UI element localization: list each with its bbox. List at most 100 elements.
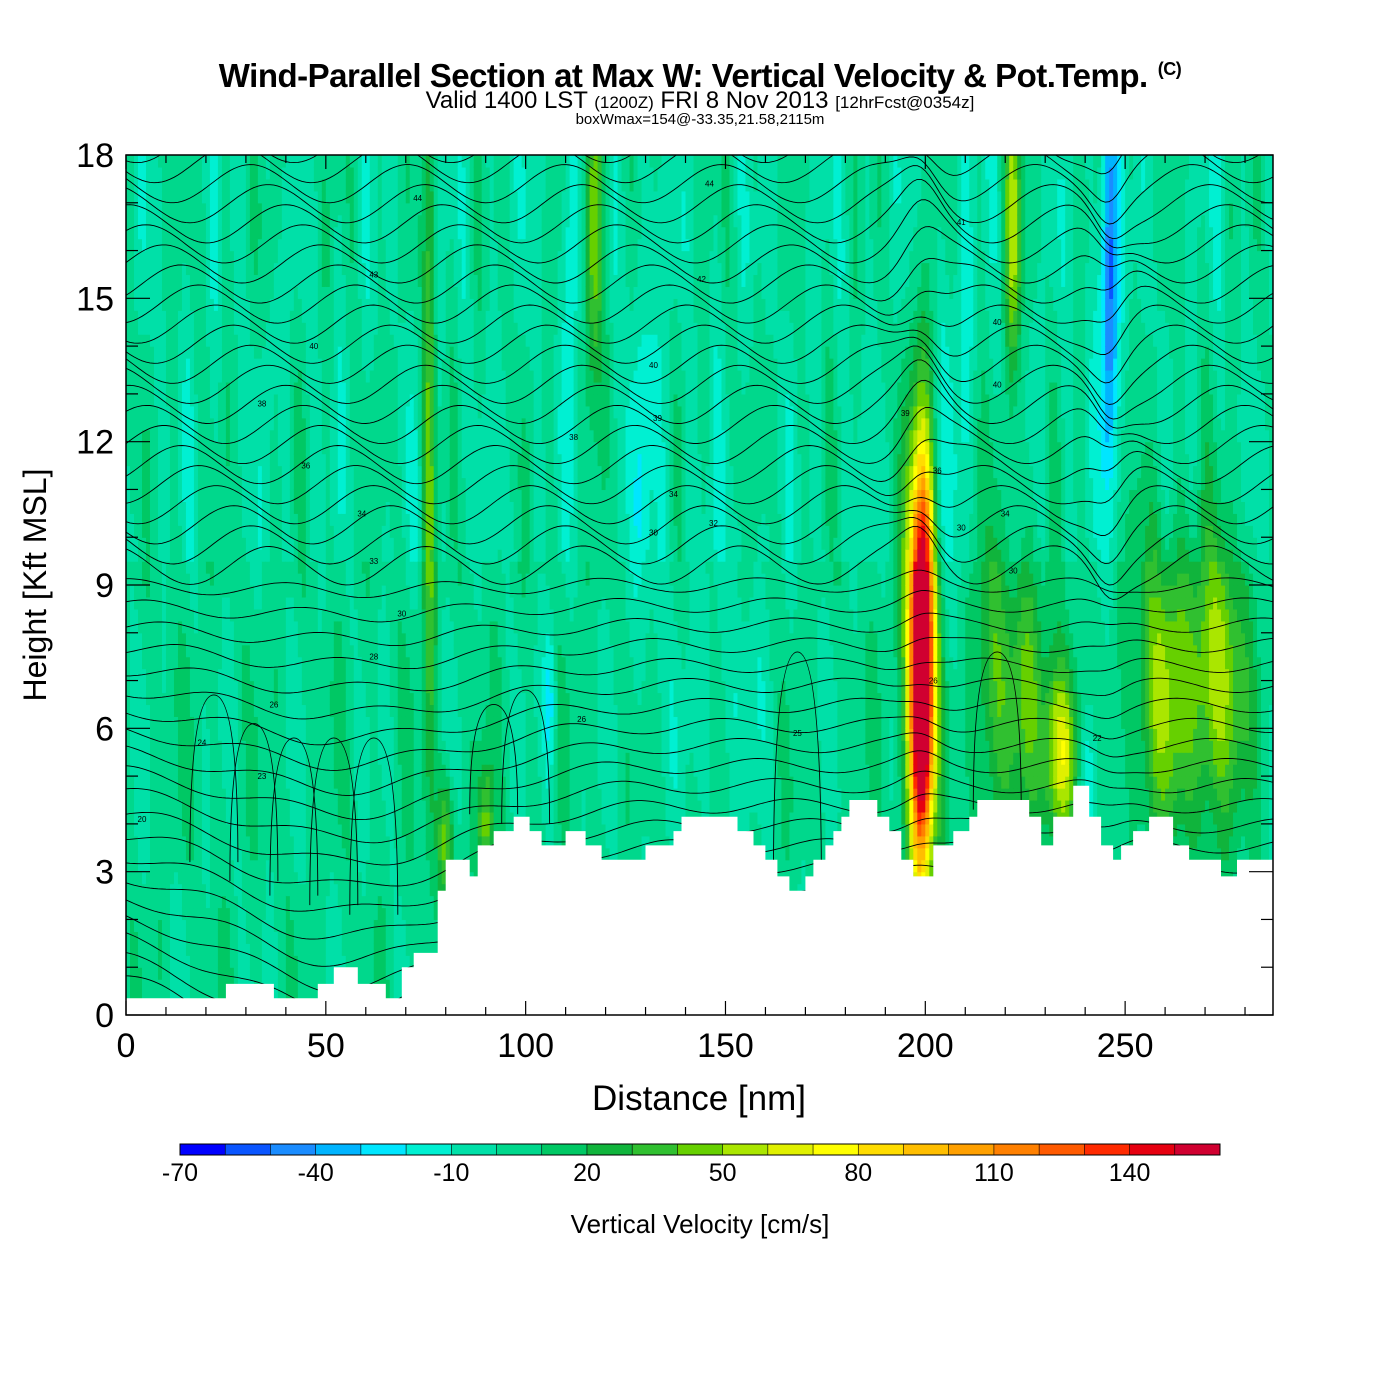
velocity-cell [281,513,287,526]
velocity-cell [381,668,387,682]
velocity-cell [237,286,243,299]
velocity-cell [349,680,355,694]
velocity-cell [165,214,171,228]
velocity-cell [337,513,343,526]
velocity-cell [257,608,263,622]
velocity-cell [257,381,263,395]
velocity-cell [273,393,279,407]
velocity-cell [357,286,363,299]
velocity-cell [285,955,291,968]
velocity-cell [341,752,347,765]
velocity-cell [229,346,235,359]
velocity-cell [229,513,235,526]
velocity-cell [297,979,303,992]
velocity-cell [161,549,167,562]
velocity-cell [325,393,331,407]
velocity-cell [325,513,331,526]
velocity-cell [205,835,211,849]
velocity-cell [381,907,387,921]
velocity-cell [289,859,295,873]
velocity-cell [341,883,347,897]
velocity-cell [349,895,355,909]
velocity-cell [149,370,155,383]
velocity-cell [281,178,287,192]
velocity-cell [133,298,139,311]
velocity-cell [149,178,155,192]
velocity-cell [126,381,131,395]
velocity-cell [141,955,147,968]
velocity-cell [209,417,215,431]
velocity-cell [361,596,367,610]
velocity-cell [381,931,387,944]
velocity-cell [181,274,187,287]
velocity-cell [389,728,395,741]
velocity-cell [217,728,223,741]
velocity-cell [309,166,315,180]
velocity-cell [237,155,243,168]
velocity-cell [281,656,287,670]
velocity-cell [337,155,343,168]
velocity-cell [177,979,183,992]
velocity-cell [161,370,167,383]
velocity-cell [293,800,299,813]
velocity-cell [189,381,195,395]
velocity-cell [161,740,167,753]
velocity-cell [305,393,311,407]
velocity-cell [273,262,279,276]
velocity-cell [225,226,231,240]
velocity-cell [225,489,231,502]
velocity-cell [249,919,255,932]
velocity-cell [137,453,143,467]
velocity-cell [221,429,227,443]
velocity-cell [225,644,231,658]
velocity-cell [137,883,143,897]
velocity-cell [165,847,171,861]
velocity-cell [225,585,231,598]
velocity-cell [365,668,371,682]
velocity-cell [273,573,279,586]
velocity-cell [345,334,351,347]
velocity-cell [285,190,291,204]
velocity-cell [369,907,375,921]
velocity-cell [185,788,191,801]
velocity-cell [345,585,351,598]
velocity-cell [285,644,291,658]
velocity-cell [289,393,295,407]
velocity-cell [126,286,131,299]
velocity-cell [149,358,155,371]
velocity-cell [325,334,331,347]
velocity-cell [173,238,179,252]
velocity-cell [277,788,283,801]
velocity-cell [241,214,247,228]
velocity-cell [249,847,255,861]
velocity-cell [209,788,215,801]
velocity-cell [309,632,315,646]
velocity-cell [313,895,319,909]
velocity-cell [241,596,247,610]
velocity-cell [305,644,311,658]
velocity-cell [385,441,391,455]
velocity-cell [269,620,275,634]
velocity-cell [365,334,371,347]
velocity-cell [393,238,399,252]
velocity-cell [145,632,151,646]
velocity-cell [353,788,359,801]
velocity-cell [169,871,175,885]
velocity-cell [237,704,243,717]
velocity-cell [261,298,267,311]
velocity-cell [241,919,247,932]
velocity-cell [197,788,203,801]
velocity-cell [261,943,267,956]
velocity-cell [169,250,175,264]
velocity-cell [265,907,271,921]
velocity-cell [297,513,303,526]
velocity-cell [249,728,255,741]
velocity-cell [153,573,159,586]
velocity-cell [313,716,319,729]
velocity-cell [253,859,259,873]
velocity-cell [357,656,363,670]
velocity-cell [145,728,151,741]
velocity-cell [213,883,219,897]
velocity-cell [141,549,147,562]
velocity-cell [145,644,151,658]
